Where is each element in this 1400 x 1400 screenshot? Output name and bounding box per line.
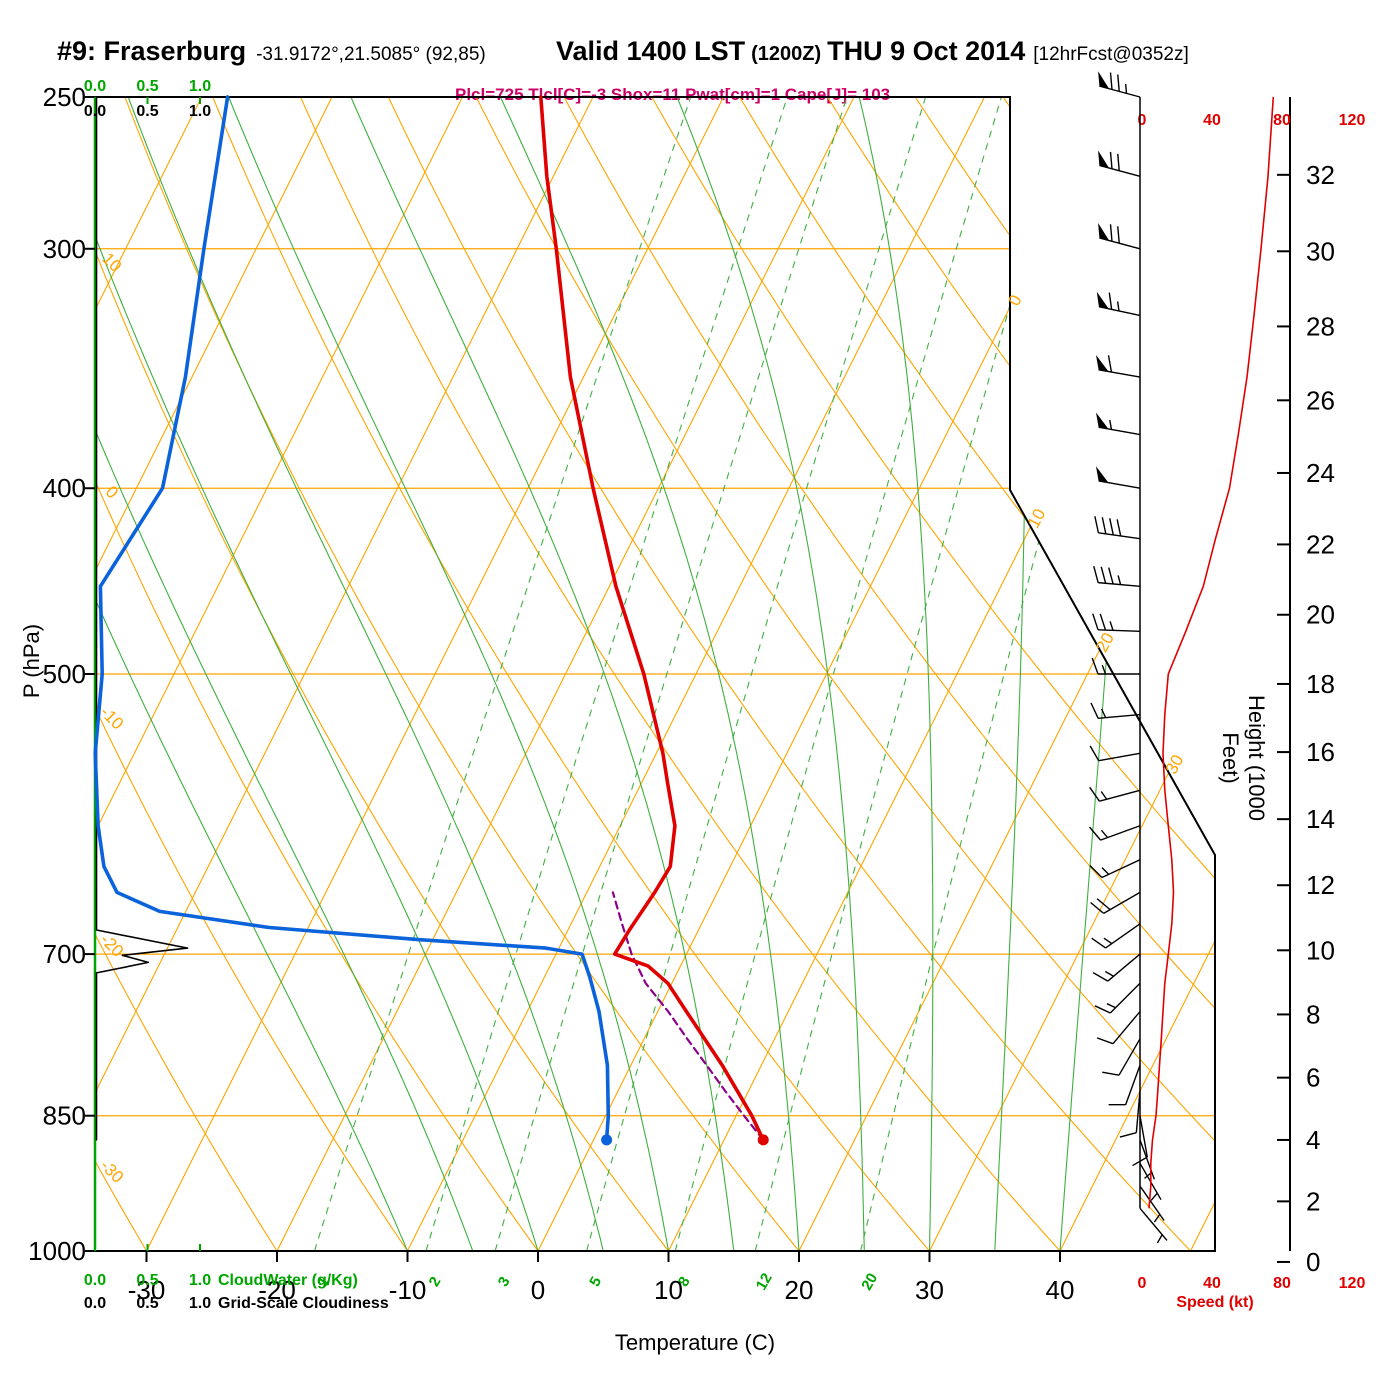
speed-axis-title: Speed (kt): [1176, 1294, 1254, 1311]
svg-text:4: 4: [1306, 1125, 1320, 1155]
svg-text:40: 40: [1203, 112, 1221, 129]
svg-text:-20: -20: [258, 1275, 296, 1305]
svg-text:80: 80: [1273, 112, 1291, 129]
cloudiness-curve: [95, 96, 189, 1141]
svg-text:400: 400: [43, 473, 86, 503]
svg-text:0: 0: [1005, 292, 1026, 309]
sounding-profiles: [93, 95, 769, 1146]
wind-barbs: [1089, 71, 1168, 1244]
svg-text:0.5: 0.5: [136, 1295, 158, 1312]
svg-text:30: 30: [915, 1275, 944, 1305]
valid-date: THU 9 Oct 2014: [827, 36, 1026, 66]
svg-text:700: 700: [43, 939, 86, 969]
stability-indices: Plcl=725 Tlcl[C]=-3 Shox=11 Pwat[cm]=1 C…: [455, 85, 891, 104]
svg-text:30: 30: [1306, 236, 1335, 266]
svg-text:0: 0: [1138, 1275, 1147, 1292]
svg-text:0.5: 0.5: [136, 78, 158, 95]
svg-text:1.0: 1.0: [189, 1295, 211, 1312]
svg-text:40: 40: [1203, 1275, 1221, 1292]
svg-text:0.0: 0.0: [84, 1272, 106, 1289]
svg-text:26: 26: [1306, 385, 1335, 415]
svg-text:0: 0: [531, 1275, 545, 1305]
svg-text:500: 500: [43, 659, 86, 689]
svg-text:300: 300: [43, 234, 86, 264]
height-axis-title: Height (1000 Feet): [1218, 695, 1269, 821]
svg-text:0: 0: [1306, 1247, 1320, 1277]
svg-text:40: 40: [1046, 1275, 1075, 1305]
pressure-axis-title: P (hPa): [19, 623, 44, 699]
svg-text:120: 120: [1339, 112, 1366, 129]
svg-text:250: 250: [43, 82, 86, 112]
svg-text:5: 5: [586, 1274, 605, 1290]
station-title: #9: Fraserburg -31.9172°,21.5085° (92,85): [57, 36, 486, 67]
surface-dewpoint-dot: [601, 1134, 613, 1146]
svg-text:22: 22: [1306, 529, 1335, 559]
parcel-curve: [611, 891, 765, 1141]
valid-title: Valid 1400 LST (1200Z) THU 9 Oct 2014 [12hr…: [556, 36, 1189, 67]
svg-text:16: 16: [1306, 737, 1335, 767]
svg-text:8: 8: [1306, 999, 1320, 1029]
svg-text:1.0: 1.0: [189, 103, 211, 120]
temperature-curve: [538, 95, 766, 1142]
valid-time: Valid 1400 LST: [556, 36, 746, 66]
svg-text:3: 3: [495, 1274, 514, 1290]
svg-text:28: 28: [1306, 311, 1335, 341]
svg-text:0: 0: [1138, 112, 1147, 129]
svg-text:18: 18: [1306, 669, 1335, 699]
svg-text:12: 12: [1306, 870, 1335, 900]
svg-text:20: 20: [1092, 630, 1118, 656]
svg-text:10: 10: [1024, 506, 1050, 532]
station-name: #9: Fraserburg: [57, 36, 247, 66]
svg-text:1000: 1000: [28, 1236, 86, 1266]
cloudiness-axis-title: Grid-Scale Cloudiness: [218, 1295, 389, 1312]
svg-text:-10: -10: [96, 703, 127, 734]
svg-text:-30: -30: [128, 1275, 166, 1305]
station-coords: -31.9172°,21.5085° (92,85): [256, 44, 486, 65]
surface-temp-dot: [757, 1134, 769, 1146]
svg-text:-30: -30: [96, 1156, 127, 1187]
svg-text:0.0: 0.0: [84, 103, 106, 120]
forecast-note: [12hrFcst@0352z]: [1033, 44, 1189, 65]
temperature-axis-title: Temperature (C): [614, 1330, 776, 1355]
svg-text:14: 14: [1306, 804, 1335, 834]
svg-text:20: 20: [785, 1275, 814, 1305]
svg-text:2: 2: [426, 1274, 445, 1290]
svg-text:0.5: 0.5: [136, 1272, 158, 1289]
cloudwater-axis-title: CloudWater (g/Kg): [218, 1272, 358, 1289]
svg-text:0.0: 0.0: [84, 78, 106, 95]
valid-zulu: (1200Z): [751, 43, 822, 65]
speed-curve: [1148, 96, 1275, 1209]
svg-text:0: 0: [102, 482, 122, 502]
svg-text:20: 20: [1306, 600, 1335, 630]
dewpoint-curve: [93, 95, 611, 1142]
svg-text:-10: -10: [389, 1275, 427, 1305]
svg-text:10: 10: [98, 249, 125, 276]
svg-text:10: 10: [1306, 935, 1335, 965]
cloud-scale: 0.0 0.0 0.0 0.0 0.5 0.5 0.5 0.5 1.0 1.0 1.0 1.0: [84, 78, 211, 1312]
svg-text:1.0: 1.0: [189, 1272, 211, 1289]
svg-text:20: 20: [858, 1270, 881, 1293]
svg-text:30: 30: [1162, 752, 1188, 778]
pressure-axis: 250 300 400 500 700 850 1000: [28, 82, 95, 1266]
svg-text:120: 120: [1339, 1275, 1366, 1292]
svg-text:0.5: 0.5: [136, 103, 158, 120]
svg-text:10: 10: [654, 1275, 683, 1305]
svg-text:6: 6: [1306, 1063, 1320, 1093]
svg-text:24: 24: [1306, 458, 1335, 488]
orange-grid: [95, 97, 1215, 1251]
svg-text:850: 850: [43, 1101, 86, 1131]
temperature-axis: -30 -20 -10 0 10 20 30 40: [128, 1251, 1075, 1305]
svg-text:2: 2: [1306, 1186, 1320, 1216]
svg-text:1.0: 1.0: [189, 78, 211, 95]
svg-text:80: 80: [1273, 1275, 1291, 1292]
svg-text:32: 32: [1306, 160, 1335, 190]
svg-text:0.0: 0.0: [84, 1295, 106, 1312]
svg-text:12: 12: [753, 1270, 776, 1293]
